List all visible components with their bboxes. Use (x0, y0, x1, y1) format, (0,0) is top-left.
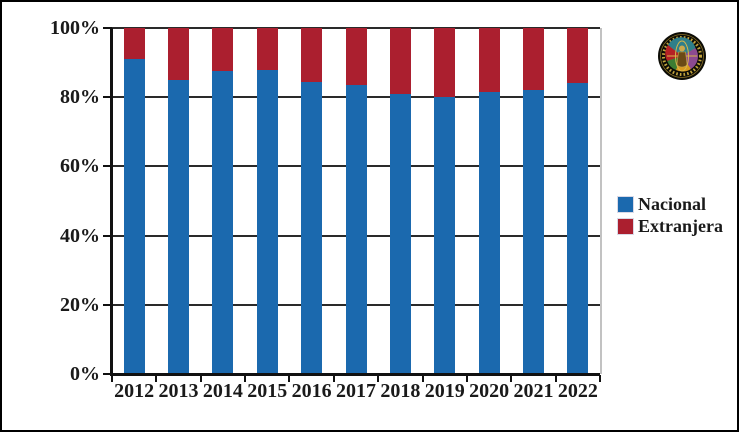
y-tick (103, 27, 112, 29)
bar-segment-nacional-2016 (301, 81, 323, 374)
y-axis-tick-label: 40% (60, 224, 100, 247)
x-tick (199, 375, 202, 382)
y-axis-tick-label: 100% (50, 17, 100, 39)
legend-label-extranjera: Extranjera (638, 216, 723, 236)
organization-seal-icon (658, 32, 706, 80)
bar-segment-nacional-2017 (345, 85, 367, 374)
x-axis-tick-label: 2022 (557, 380, 598, 402)
y-tick (103, 234, 112, 237)
bar-segment-extranjera-2022 (567, 28, 589, 84)
x-axis-tick-label: 2020 (469, 380, 510, 402)
x-axis-tick-label: 2015 (247, 380, 288, 402)
y-axis-tick-label: 20% (60, 293, 100, 316)
x-axis-tick-label: 2016 (291, 380, 332, 402)
x-axis-tick-label: 2019 (424, 380, 465, 402)
x-tick (332, 375, 335, 382)
x-axis-tick-label: 2013 (158, 380, 199, 402)
x-axis-tick-label: 2017 (336, 380, 376, 402)
bar-segment-nacional-2021 (522, 90, 544, 374)
bar-segment-extranjera-2018 (389, 28, 411, 94)
bar-segment-nacional-2020 (478, 92, 500, 374)
legend-swatch-extranjera-icon (618, 219, 633, 234)
y-tick (103, 373, 112, 375)
bar-segment-extranjera-2013 (168, 28, 190, 80)
bar-segment-extranjera-2012 (123, 28, 145, 60)
x-tick (465, 375, 468, 382)
bar-segment-nacional-2022 (567, 83, 589, 374)
x-tick (288, 375, 291, 382)
x-tick (155, 375, 158, 382)
x-axis-line (110, 373, 600, 376)
bar-segment-extranjera-2017 (345, 28, 367, 86)
x-axis-tick-label: 2021 (513, 380, 554, 402)
legend-item-nacional: Nacional (618, 194, 723, 214)
legend-label-nacional: Nacional (638, 194, 707, 214)
legend-swatch-nacional-icon (618, 197, 633, 212)
y-tick (103, 303, 112, 306)
x-tick (377, 375, 380, 382)
legend-item-extranjera: Extranjera (618, 216, 723, 236)
bar-segment-extranjera-2015 (256, 28, 278, 70)
bar-segment-extranjera-2016 (301, 28, 323, 82)
y-axis-tick-label: 80% (60, 86, 100, 109)
x-tick (244, 375, 247, 382)
bar-segment-nacional-2019 (434, 97, 456, 374)
y-tick (103, 96, 112, 99)
plot-border-right (600, 28, 602, 374)
y-tick (103, 165, 112, 168)
x-tick (554, 375, 557, 382)
bar-segment-extranjera-2021 (522, 28, 544, 91)
bar-segment-nacional-2015 (256, 69, 278, 374)
bar-segment-extranjera-2014 (212, 28, 234, 72)
bar-segment-extranjera-2019 (434, 28, 456, 98)
bar-segment-nacional-2012 (123, 59, 145, 374)
y-axis-tick-label: 0% (70, 363, 100, 385)
bar-segment-nacional-2013 (168, 79, 190, 374)
x-tick (599, 375, 601, 382)
x-tick (111, 375, 113, 382)
x-axis-tick-label: 2018 (380, 380, 421, 402)
bar-segment-nacional-2014 (212, 71, 234, 374)
x-tick (421, 375, 424, 382)
x-tick (510, 375, 513, 382)
organization-seal-icon (656, 30, 708, 87)
y-axis-tick-label: 60% (60, 155, 100, 178)
bar-segment-extranjera-2020 (478, 28, 500, 92)
legend: Nacional Extranjera (618, 194, 723, 240)
y-axis-line (110, 28, 113, 376)
x-axis-tick-label: 2012 (114, 380, 155, 402)
x-axis-tick-label: 2014 (202, 380, 243, 402)
bar-segment-nacional-2018 (389, 93, 411, 374)
